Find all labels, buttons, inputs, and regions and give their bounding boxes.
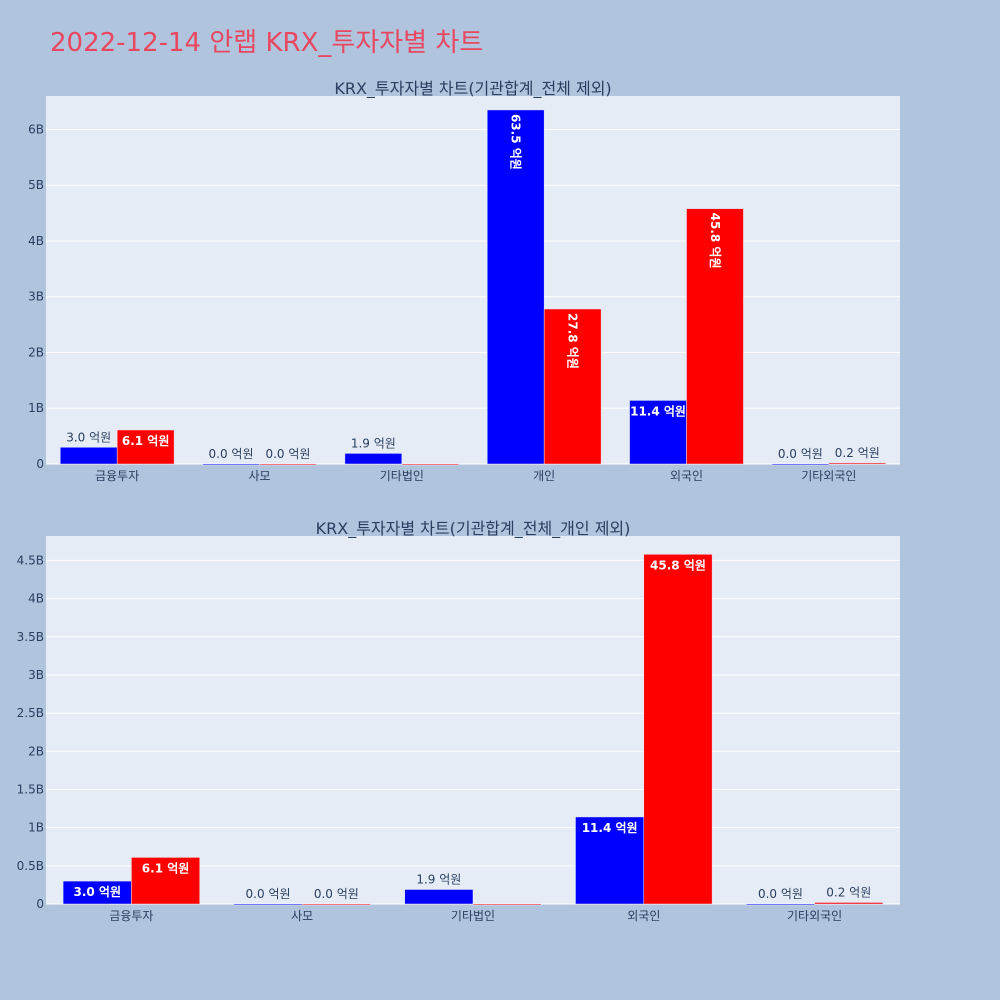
- data-label: 0.0 억원: [209, 447, 254, 461]
- chart-1: 0 1B 2B 3B 4B 5B 6B KRX_투자자별 차트(기관합계_전체 제외) 금융투자…: [0, 76, 1000, 486]
- y-tick-label: 3B: [28, 668, 44, 682]
- bar: [486, 109, 545, 465]
- y-tick-label: 5B: [28, 178, 44, 192]
- x-tick-label: 사모: [248, 469, 270, 483]
- data-label: 45.8 억원: [708, 213, 722, 269]
- data-label: 0.0 억원: [758, 887, 803, 901]
- bar: [771, 463, 830, 466]
- bar: [828, 462, 887, 465]
- y-tick-label: 4.5B: [17, 553, 44, 567]
- bar: [404, 889, 474, 905]
- y-tick-label: 1B: [28, 821, 44, 835]
- bar: [233, 903, 303, 906]
- bar: [686, 208, 744, 465]
- bar: [259, 463, 317, 466]
- y-tick-label: 4B: [28, 592, 44, 606]
- data-label: 3.0 억원: [66, 430, 111, 444]
- y-tick-label: 0: [36, 457, 44, 471]
- bar: [401, 463, 460, 466]
- data-label: 1.9 억원: [416, 872, 461, 886]
- data-label: 27.8 억원: [566, 313, 580, 369]
- data-label: 6.1 억원: [122, 434, 170, 448]
- data-label: 0.0 억원: [246, 887, 291, 901]
- y-tick-label: 1.5B: [17, 782, 44, 796]
- chart-2: 0 0.5B 1B 1.5B 2B 2.5B 3B 3.5B 4B 4.5B KRX_투자자별 차트…: [0, 516, 1000, 926]
- bar: [814, 902, 884, 905]
- data-label: 0.0 억원: [778, 447, 823, 461]
- data-label: 6.1 억원: [142, 861, 190, 875]
- data-label: 0.0 억원: [314, 887, 359, 901]
- plot-area: [46, 536, 900, 904]
- x-tick-label: 기타외국인: [787, 909, 842, 923]
- data-label: 0.0 억원: [265, 447, 310, 461]
- plot-area: [46, 96, 900, 464]
- data-label: 11.4 억원: [582, 821, 638, 835]
- bar: [131, 857, 200, 905]
- data-label: 0.2 억원: [835, 446, 880, 460]
- bar: [301, 903, 371, 906]
- y-tick-label: 3.5B: [17, 630, 44, 644]
- bar: [746, 903, 815, 906]
- bar: [116, 429, 175, 465]
- x-tick-label: 개인: [533, 469, 555, 483]
- chart-title: KRX_투자자별 차트(기관합계_전체_개인 제외): [316, 519, 631, 539]
- y-tick-label: 0.5B: [17, 859, 44, 873]
- x-tick-label: 외국인: [627, 909, 660, 923]
- bar: [575, 816, 645, 905]
- data-label: 11.4 억원: [630, 404, 686, 418]
- data-label: 45.8 억원: [650, 558, 706, 572]
- chart-1-svg: 0 1B 2B 3B 4B 5B 6B KRX_투자자별 차트(기관합계_전체 제외) 금융투자…: [28, 79, 900, 483]
- y-tick-label: 4B: [28, 234, 44, 248]
- chart-title: KRX_투자자별 차트(기관합계_전체 제외): [334, 79, 611, 99]
- bar: [59, 447, 118, 465]
- bar: [202, 463, 260, 466]
- page-title: 2022-12-14 안랩 KRX_투자자별 차트: [50, 28, 484, 58]
- x-tick-label: 금융투자: [95, 469, 139, 483]
- bar: [629, 400, 687, 465]
- x-tick-label: 금융투자: [109, 909, 153, 923]
- chart-2-svg: 0 0.5B 1B 1.5B 2B 2.5B 3B 3.5B 4B 4.5B KRX_투자자별 차트…: [17, 519, 900, 923]
- y-tick-label: 3B: [28, 290, 44, 304]
- x-tick-label: 기타외국인: [801, 469, 856, 483]
- y-tick-label: 2B: [28, 744, 44, 758]
- y-tick-label: 1B: [28, 401, 44, 415]
- y-tick-label: 2.5B: [17, 706, 44, 720]
- data-label: 1.9 억원: [351, 436, 396, 450]
- data-label: 3.0 억원: [73, 885, 121, 899]
- bar: [344, 453, 403, 465]
- x-tick-label: 사모: [291, 909, 313, 923]
- y-tick-label: 0: [36, 897, 44, 911]
- bar: [643, 554, 713, 905]
- x-tick-label: 외국인: [670, 469, 703, 483]
- x-tick-label: 기타법인: [380, 469, 424, 483]
- data-label: 63.5 억원: [509, 114, 523, 170]
- bar: [543, 308, 602, 465]
- bar: [472, 903, 542, 906]
- y-tick-label: 6B: [28, 122, 44, 136]
- x-tick-label: 기타법인: [451, 909, 495, 923]
- y-tick-label: 2B: [28, 345, 44, 359]
- data-label: 0.2 억원: [826, 885, 871, 899]
